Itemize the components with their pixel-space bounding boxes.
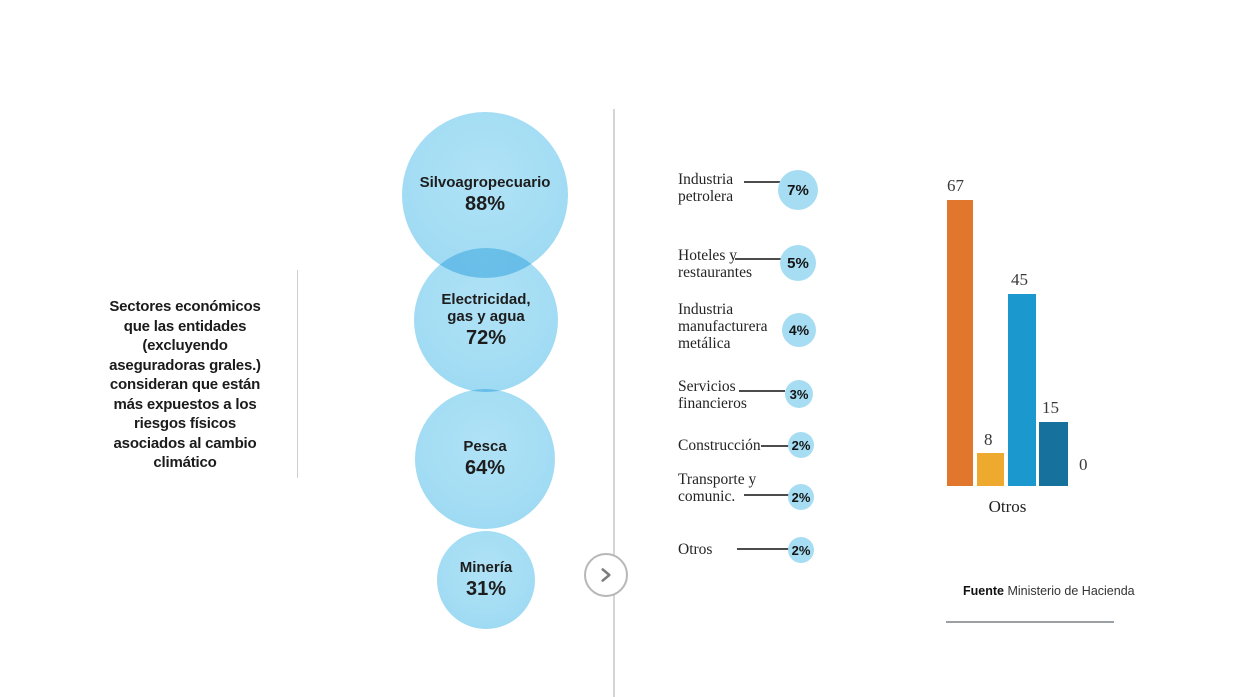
bar-value-label: 15 bbox=[1042, 398, 1059, 417]
bar-lightblue bbox=[1008, 294, 1036, 486]
leader-line bbox=[739, 390, 785, 392]
leader-line bbox=[744, 494, 789, 496]
bar-darkblue bbox=[1039, 422, 1068, 486]
sector-label-otros: Otros bbox=[678, 541, 713, 558]
sector-label-industria-petrolera: Industria petrolera bbox=[678, 171, 734, 205]
bubble-label: Pesca bbox=[463, 438, 507, 455]
bar-group-label: Otros bbox=[988, 497, 1027, 516]
percent-bubble: 2% bbox=[788, 537, 814, 563]
bubble-label: Minería bbox=[459, 559, 513, 576]
bubble-label: Electricidad, gas y agua bbox=[441, 290, 531, 325]
bar-value-label: 0 bbox=[1079, 455, 1088, 474]
intro-divider-line bbox=[297, 270, 298, 478]
bubble-label: Silvoagropecuario bbox=[419, 174, 551, 191]
leader-line bbox=[744, 181, 780, 183]
sector-label-industria-manufacturera: Industria manufacturera metálica bbox=[678, 301, 768, 352]
leader-line bbox=[735, 258, 781, 260]
source-underline bbox=[946, 621, 1114, 623]
sector-label-transporte-comunic: Transporte y comunic. bbox=[678, 471, 757, 505]
bubble-pesca: Pesca 64% bbox=[415, 389, 555, 529]
sector-label-servicios-financieros: Servicios financieros bbox=[678, 378, 747, 412]
intro-text: Sectores económicos que las entidades (e… bbox=[109, 298, 261, 471]
bar-value-label: 8 bbox=[984, 430, 993, 449]
percent-bubble: 2% bbox=[788, 484, 814, 510]
source-prefix: Fuente bbox=[963, 584, 1004, 598]
bubble-mineria: Minería 31% bbox=[437, 531, 535, 629]
percent-bubble: 2% bbox=[788, 432, 814, 458]
percent-bubble: 5% bbox=[780, 245, 816, 281]
leader-line bbox=[761, 445, 789, 447]
next-slide-button[interactable] bbox=[584, 553, 628, 597]
source-note: Fuente Ministerio de Hacienda bbox=[963, 584, 1135, 598]
bar-value-label: 45 bbox=[1011, 270, 1028, 289]
sector-label-hoteles-restaurantes: Hoteles y restaurantes bbox=[678, 247, 753, 281]
bar-amber bbox=[977, 453, 1004, 486]
percent-bubble: 4% bbox=[782, 313, 816, 347]
bar-value-label: 67 bbox=[947, 176, 964, 195]
bubble-value: 64% bbox=[464, 457, 506, 479]
bubble-value: 88% bbox=[464, 193, 506, 215]
bar-orange bbox=[947, 200, 973, 486]
source-text: Ministerio de Hacienda bbox=[1003, 584, 1135, 598]
chevron-right-icon bbox=[601, 568, 611, 582]
section-divider-line bbox=[613, 109, 615, 697]
bubble-value: 72% bbox=[465, 326, 507, 349]
bubble-electricidad-gas-agua: Electricidad, gas y agua 72% bbox=[414, 248, 558, 392]
sector-label-construccion: Construcción bbox=[678, 437, 761, 454]
percent-bubble: 3% bbox=[785, 380, 813, 408]
percent-bubble: 7% bbox=[778, 170, 818, 210]
bubble-value: 31% bbox=[465, 578, 507, 600]
leader-line bbox=[737, 548, 789, 550]
